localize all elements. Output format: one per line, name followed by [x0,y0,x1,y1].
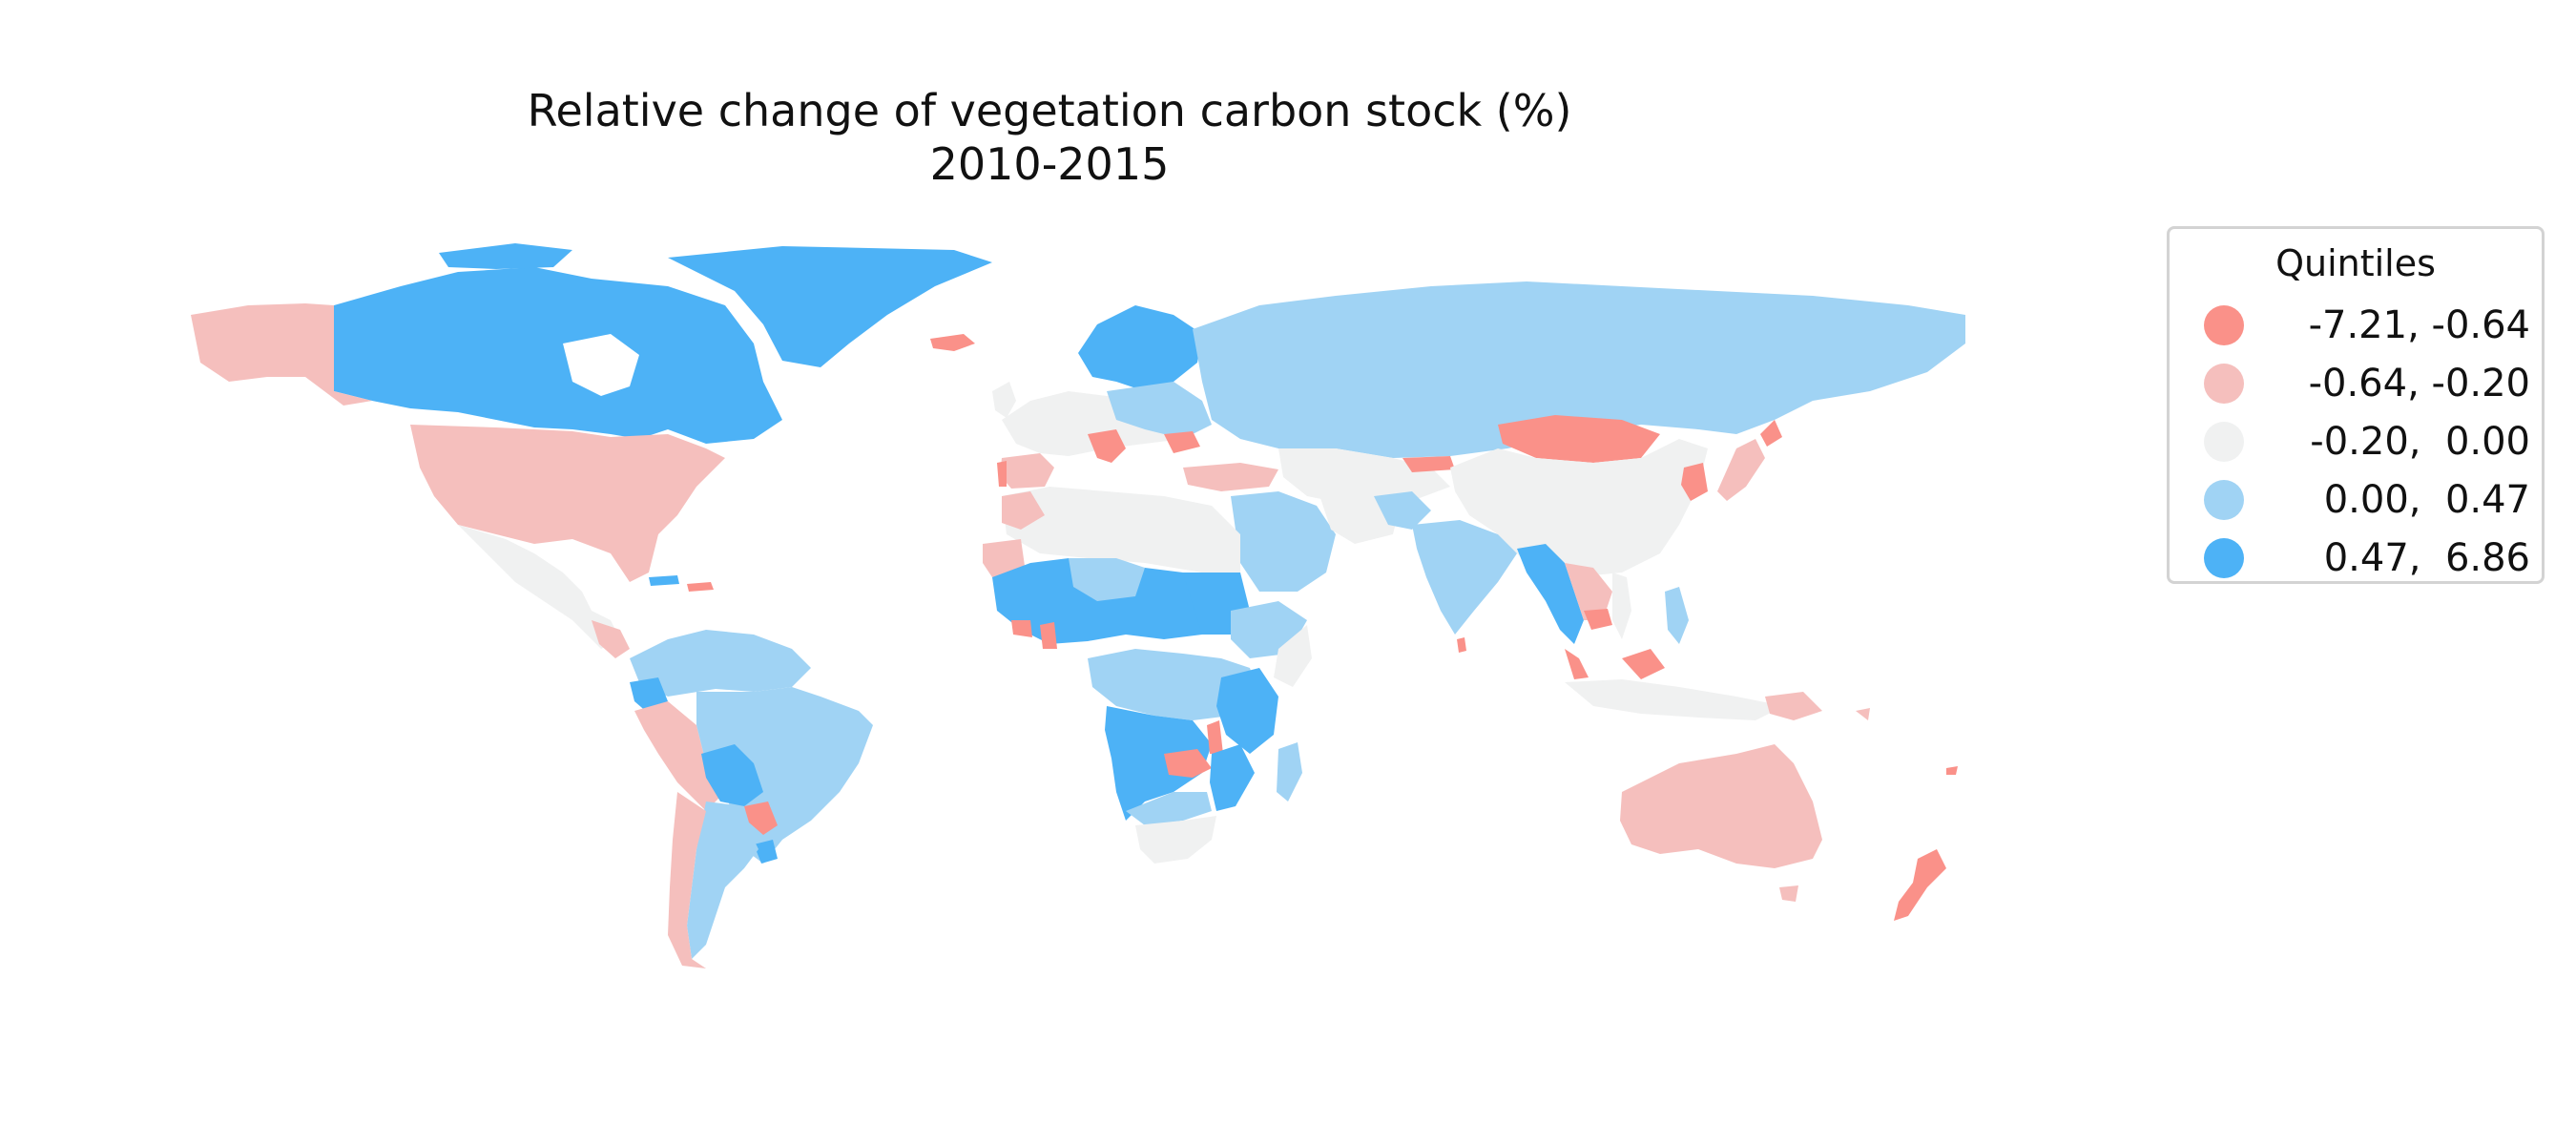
region-thailand-laos [1565,563,1612,620]
region-usa [410,425,725,582]
region-bolivia [701,744,763,806]
region-pacific-island [1946,766,1958,775]
region-central-africa [1088,649,1259,720]
region-niger-chad [1069,558,1145,601]
region-new-zealand [1894,849,1946,921]
legend-swatch [2204,538,2244,578]
region-peru [634,701,725,811]
legend-item: 0.47, 6.86 [2170,529,2542,586]
region-borneo-malaysia [1622,649,1665,679]
region-australia [1620,744,1822,868]
region-uk [992,382,1016,418]
region-europe-east [1107,382,1212,439]
region-iceland [930,334,975,351]
region-myanmar-bangladesh [1517,544,1584,644]
region-chile [668,792,706,968]
region-angola-drc [1105,706,1212,821]
region-ghana [1040,622,1057,649]
region-mauritania [983,539,1026,577]
region-caribbean [649,575,679,586]
region-romania [1164,431,1200,453]
legend-label: 0.00, 0.47 [2312,478,2530,522]
region-canada [334,267,782,444]
region-italy-balkans [1088,429,1126,463]
legend-label: -0.64, -0.20 [2308,362,2530,406]
region-iberia [1000,453,1054,489]
region-cambodia [1584,609,1612,630]
region-paraguay [744,802,778,835]
map-title: Relative change of vegetation carbon sto… [286,84,1813,191]
region-mozambique [1210,744,1255,811]
legend-item: -7.21, -0.64 [2170,296,2542,353]
legend-item: 0.00, 0.47 [2170,470,2542,528]
region-mongolia [1498,415,1660,463]
legend-item: -0.64, -0.20 [2170,354,2542,411]
region-india [1412,520,1517,635]
region-sri-lanka [1457,637,1466,653]
region-portugal [997,461,1007,487]
region-zambia [1164,749,1212,778]
region-scandinavia [1078,305,1202,391]
region-greenland [668,246,992,367]
region-kyrgyz [1402,456,1455,472]
region-papua [1765,692,1822,720]
region-uruguay [754,840,778,864]
legend-title: Quintiles [2275,242,2436,284]
region-mexico-central-america [458,525,620,649]
region-argentina [687,802,758,959]
region-indonesia [1565,679,1784,720]
region-alaska [191,303,372,406]
region-liberia [1011,620,1032,637]
legend: Quintiles -7.21, -0.64 -0.64, -0.20 -0.2… [2167,226,2545,584]
legend-swatch [2204,422,2244,462]
region-turkey [1183,463,1278,491]
region-vietnam [1612,572,1631,639]
region-russia [1193,281,1965,458]
legend-swatch [2204,305,2244,345]
region-japan-north [1760,420,1782,447]
legend-label: 0.47, 6.86 [2312,536,2530,580]
region-canada-islands [439,243,572,269]
legend-swatch [2204,480,2244,520]
region-caribbean-2 [687,582,714,592]
region-malawi [1207,720,1223,754]
map-title-line-2: 2010-2015 [929,138,1170,190]
region-somalia [1274,625,1312,687]
legend-label: -0.20, 0.00 [2310,420,2530,464]
region-pacific-island-2 [1856,708,1870,720]
map-title-line-1: Relative change of vegetation carbon sto… [527,85,1572,136]
hudson-bay [563,334,639,396]
region-colombia-venezuela [630,630,811,697]
region-middle-east [1231,491,1336,592]
region-madagascar [1277,742,1302,802]
region-philippines [1665,587,1689,644]
legend-item: -0.20, 0.00 [2170,412,2542,469]
region-southern-africa [1126,792,1212,825]
legend-swatch [2204,364,2244,404]
region-south-africa [1135,816,1216,864]
region-morocco [1002,491,1045,530]
region-kenya-tanzania [1216,668,1278,754]
legend-label: -7.21, -0.64 [2308,303,2530,347]
region-korea [1681,463,1708,501]
region-north-africa [1002,487,1240,572]
region-malaysia [1565,649,1589,679]
region-tasmania [1779,885,1798,902]
region-japan [1717,439,1765,501]
region-afghanistan [1374,491,1431,530]
region-china [1450,439,1708,577]
region-central-america-neg [592,620,630,658]
